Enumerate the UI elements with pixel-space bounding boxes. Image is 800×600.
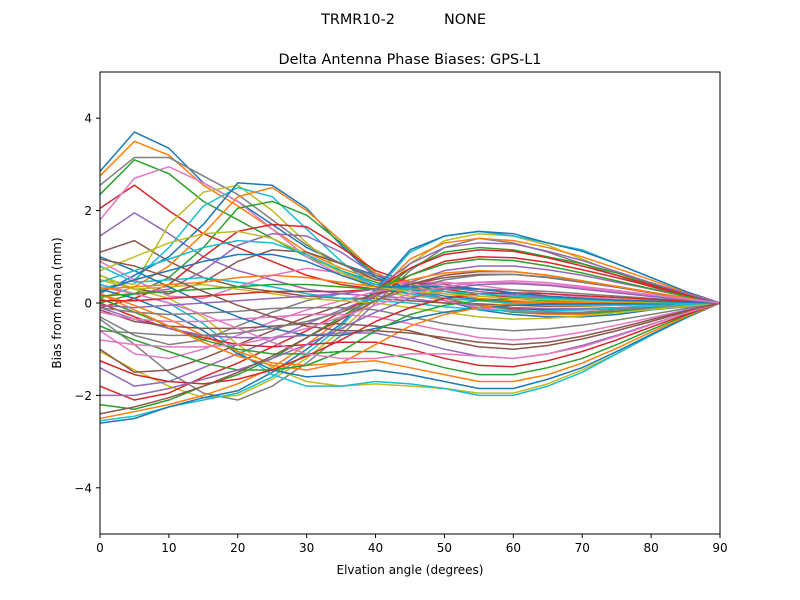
series-line-33 (99, 297, 721, 376)
x-tick-label: 40 (368, 541, 383, 555)
series-line-52 (99, 269, 721, 304)
series-line-22 (99, 237, 721, 420)
series-line-21 (99, 230, 721, 424)
series-line-30 (99, 283, 721, 397)
x-tick-label: 20 (230, 541, 245, 555)
y-tick-label: 2 (84, 204, 92, 218)
series-line-44 (99, 292, 721, 385)
y-tick-label: 4 (84, 112, 92, 126)
x-tick-label: 30 (299, 541, 314, 555)
series-lines (99, 131, 721, 424)
suptitle-left: TRMR10-2 (320, 12, 395, 28)
series-line-51 (99, 253, 721, 304)
series-line-34 (99, 302, 721, 368)
y-tick-label: −2 (74, 389, 92, 403)
series-line-25 (99, 265, 721, 387)
series-line-36 (99, 302, 721, 350)
y-axis-ticks: −4 −2 0 2 4 (74, 112, 100, 495)
x-tick-label: 90 (712, 541, 727, 555)
series-line-49 (99, 230, 721, 304)
x-axis-ticks: 0 10 20 30 40 50 60 70 80 90 (96, 534, 728, 555)
series-line-31 (99, 288, 721, 390)
x-axis-label: Elvation angle (degrees) (337, 563, 484, 577)
series-line-38 (99, 302, 721, 332)
series-line-45 (100, 282, 721, 397)
series-line-47 (99, 286, 721, 360)
series-line-57 (99, 280, 721, 348)
x-tick-label: 70 (575, 541, 590, 555)
x-tick-label: 10 (161, 541, 176, 555)
x-tick-label: 80 (643, 541, 658, 555)
plot-area: 0 10 20 30 40 50 60 70 80 90 −4 −2 0 2 4 (74, 71, 728, 555)
series-line-56 (99, 258, 721, 346)
chart-title: Delta Antenna Phase Biases: GPS-L1 (279, 52, 542, 68)
x-tick-label: 0 (96, 541, 104, 555)
x-tick-label: 50 (437, 541, 452, 555)
x-tick-label: 60 (506, 541, 521, 555)
y-axis-label: Bias from mean (mm) (50, 237, 64, 368)
y-tick-label: −4 (74, 481, 92, 495)
series-line-40 (99, 265, 721, 313)
series-line-55 (99, 242, 721, 309)
series-line-54 (100, 249, 721, 304)
suptitle-right: NONE (444, 12, 486, 28)
y-tick-label: 0 (84, 297, 92, 311)
series-line-53 (99, 258, 721, 304)
series-line-37 (99, 302, 721, 341)
